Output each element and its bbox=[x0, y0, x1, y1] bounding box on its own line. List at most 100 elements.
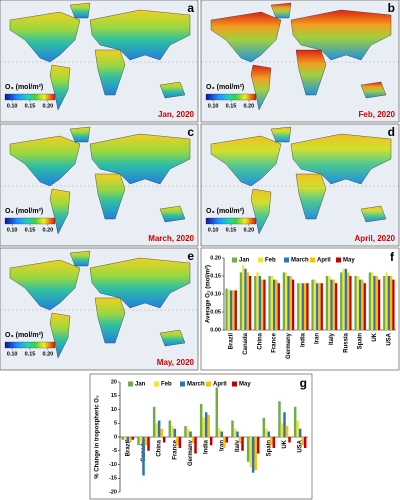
bar bbox=[303, 283, 307, 330]
continent bbox=[250, 64, 272, 111]
bar bbox=[361, 279, 364, 330]
colorbar-tick-label: 0.10 bbox=[208, 103, 219, 109]
bar bbox=[263, 279, 266, 330]
colorbar-tick-label: 0.20 bbox=[243, 227, 254, 233]
x-tick-label: UK bbox=[282, 439, 288, 448]
y-tick-label: 0.05 bbox=[210, 309, 221, 315]
legend-label: March bbox=[187, 382, 205, 388]
colorbar-tick-label: 0.15 bbox=[25, 103, 36, 109]
x-tick-label: USA bbox=[298, 439, 304, 452]
continent bbox=[49, 64, 71, 111]
colorbar-tick-label: 0.20 bbox=[42, 351, 53, 357]
bar bbox=[368, 272, 372, 330]
bar bbox=[285, 426, 289, 437]
bar bbox=[354, 276, 357, 330]
y-tick-label: -15 bbox=[109, 476, 117, 482]
bar bbox=[209, 437, 213, 446]
bar bbox=[328, 276, 331, 330]
bar bbox=[230, 290, 233, 330]
continent bbox=[94, 173, 126, 220]
bar bbox=[173, 428, 177, 437]
bar bbox=[178, 437, 182, 448]
continent bbox=[250, 188, 272, 235]
bar bbox=[220, 431, 224, 437]
bar bbox=[246, 272, 249, 330]
bar bbox=[289, 276, 292, 330]
x-tick-label: Spain bbox=[266, 440, 272, 457]
bar bbox=[349, 276, 352, 330]
bar bbox=[385, 272, 388, 330]
bar bbox=[356, 276, 360, 330]
bar bbox=[291, 279, 295, 330]
x-tick-label: UK bbox=[372, 332, 378, 341]
y-tick-label: -10 bbox=[109, 462, 117, 468]
bar bbox=[371, 272, 374, 330]
y-tick-label: 10 bbox=[111, 407, 117, 413]
map-date: March, 2020 bbox=[148, 234, 194, 243]
bar bbox=[267, 431, 271, 437]
bar bbox=[168, 420, 172, 437]
bar bbox=[176, 437, 179, 446]
y-tick-label: 20 bbox=[111, 379, 117, 385]
bar bbox=[232, 290, 235, 330]
bar bbox=[258, 276, 261, 330]
bar bbox=[306, 283, 309, 330]
bar bbox=[241, 437, 244, 451]
bar bbox=[330, 279, 333, 330]
legend-label: May bbox=[239, 382, 251, 388]
bar bbox=[256, 437, 260, 454]
y-tick-label: 0 bbox=[114, 434, 117, 440]
bar bbox=[184, 426, 187, 437]
bar bbox=[375, 276, 378, 330]
colorbar bbox=[4, 341, 56, 349]
bar bbox=[273, 279, 276, 330]
bar bbox=[254, 276, 257, 330]
bar bbox=[316, 283, 319, 330]
bar bbox=[251, 437, 255, 473]
bar bbox=[392, 279, 395, 330]
bar bbox=[340, 272, 343, 330]
panel-letter: a bbox=[187, 1, 194, 15]
bar bbox=[293, 406, 297, 437]
x-tick-label: China bbox=[257, 332, 263, 349]
bar bbox=[287, 276, 290, 330]
legend-label: May bbox=[343, 258, 355, 264]
colorbar-tick-label: 0.20 bbox=[42, 103, 53, 109]
bar bbox=[296, 420, 299, 437]
bar bbox=[311, 279, 314, 330]
continent bbox=[295, 173, 327, 220]
legend-label: Feb bbox=[265, 258, 276, 264]
colorbar-title: O₃ (mol/m²) bbox=[5, 208, 43, 215]
bar bbox=[242, 265, 245, 330]
bar bbox=[344, 268, 347, 330]
bar bbox=[256, 272, 259, 330]
continent bbox=[210, 11, 282, 63]
bar bbox=[160, 428, 163, 437]
continent bbox=[159, 205, 186, 223]
x-tick-label: Russia bbox=[343, 332, 349, 352]
colorbar-title: O₃ (mol/m²) bbox=[206, 208, 244, 215]
continent bbox=[290, 133, 392, 185]
continent bbox=[49, 312, 71, 359]
legend-swatch bbox=[258, 257, 263, 263]
bar bbox=[285, 272, 288, 330]
bar bbox=[387, 276, 390, 330]
bar bbox=[277, 283, 280, 330]
bar bbox=[272, 437, 276, 448]
y-tick-label: 0.10 bbox=[210, 291, 221, 297]
colorbar-title: O₃ (mol/m²) bbox=[5, 84, 43, 91]
bar bbox=[129, 437, 132, 443]
bar bbox=[334, 283, 338, 330]
bar bbox=[303, 437, 307, 448]
y-tick-label: 0.15 bbox=[210, 273, 221, 279]
bar bbox=[318, 283, 321, 330]
map-panel: c March, 2020 O₃ (mol/m²) 0.10 0.15 0.20 bbox=[0, 123, 199, 247]
legend-label: Jan bbox=[135, 382, 146, 388]
panel-letter: c bbox=[187, 125, 194, 139]
bar bbox=[373, 276, 376, 330]
x-tick-label: Italy bbox=[329, 332, 335, 345]
legend-swatch bbox=[232, 257, 237, 263]
y-tick-label: 0.00 bbox=[210, 327, 221, 333]
x-tick-label: USA bbox=[386, 332, 392, 345]
bar bbox=[265, 428, 268, 437]
